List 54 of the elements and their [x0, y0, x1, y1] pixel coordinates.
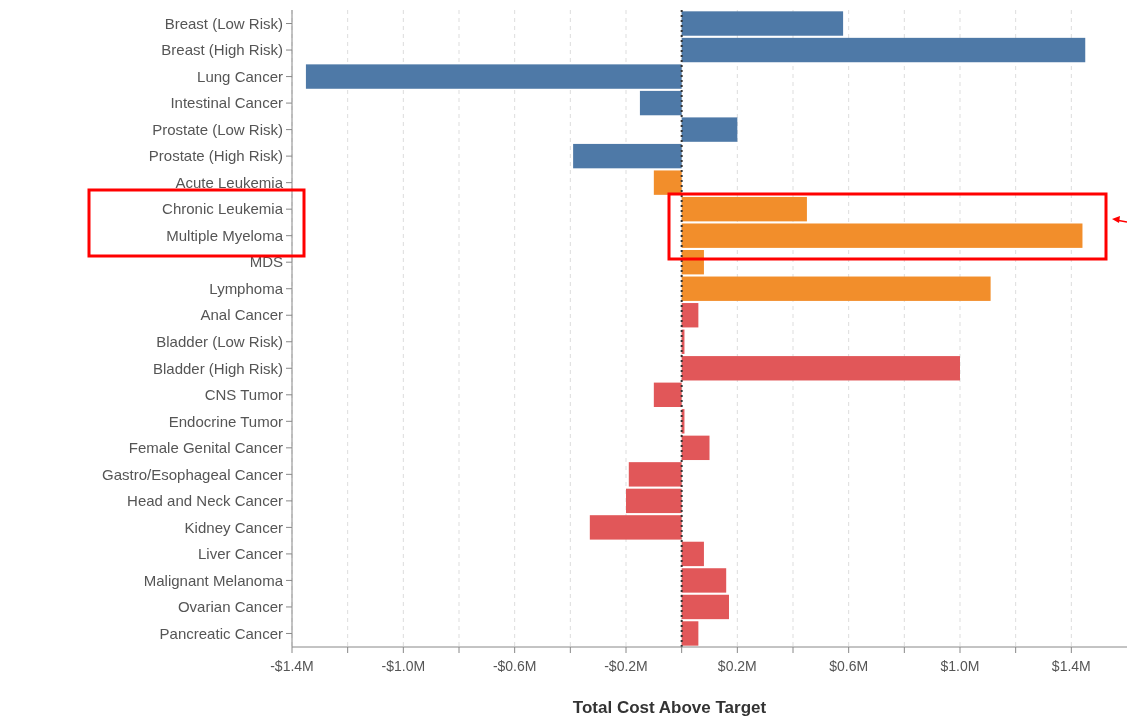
bar — [589, 515, 682, 540]
y-tick-label: Ovarian Cancer — [177, 598, 283, 616]
y-tick-label: MDS — [249, 253, 283, 271]
bar — [626, 488, 682, 514]
bar — [681, 117, 738, 142]
y-tick-label: Pancreatic Cancer — [159, 624, 283, 642]
bar — [305, 64, 682, 89]
y-tick-label: Breast (Low Risk) — [164, 14, 283, 32]
x-tick-label: $0.2M — [717, 658, 757, 674]
bar — [681, 356, 960, 381]
y-tick-label: Breast (High Risk) — [161, 41, 283, 59]
bar — [681, 196, 807, 222]
y-tick-label: Multiple Myeloma — [166, 226, 284, 244]
y-tick-label: Kidney Cancer — [184, 518, 283, 536]
y-tick-label: Intestinal Cancer — [170, 94, 283, 112]
x-tick-label: -$1.0M — [381, 658, 426, 674]
bar — [681, 621, 699, 646]
bar — [681, 594, 729, 620]
x-tick-label: $1.0M — [940, 658, 980, 674]
x-tick-label: $0.6M — [829, 658, 869, 674]
bar — [653, 170, 682, 195]
y-tick-label: Endocrine Tumor — [168, 412, 283, 430]
bar — [653, 382, 682, 407]
bar — [681, 37, 1086, 63]
bar — [628, 462, 682, 487]
bar — [639, 90, 682, 116]
y-tick-label: Liver Cancer — [197, 545, 283, 563]
y-tick-label: Chronic Leukemia — [162, 200, 284, 218]
y-tick-label: CNS Tumor — [204, 386, 283, 404]
x-tick-label: $1.4M — [1051, 658, 1091, 674]
bar — [681, 223, 1083, 248]
y-tick-label: Anal Cancer — [200, 306, 283, 324]
y-tick-label: Female Genital Cancer — [128, 439, 283, 457]
y-tick-label: Acute Leukemia — [175, 173, 284, 191]
bar — [681, 303, 699, 328]
bar — [681, 276, 991, 301]
x-axis-title: Total Cost Above Target — [572, 698, 767, 717]
bar — [681, 568, 727, 593]
bar — [573, 143, 682, 169]
y-tick-label: Lymphoma — [209, 279, 284, 297]
y-tick-label: Gastro/Esophageal Cancer — [102, 465, 283, 483]
x-tick-label: -$0.2M — [604, 658, 648, 674]
y-tick-label: Prostate (Low Risk) — [152, 120, 283, 138]
y-tick-label: Head and Neck Cancer — [127, 492, 283, 510]
y-tick-label: Lung Cancer — [197, 67, 283, 85]
bar — [681, 541, 704, 567]
y-tick-label: Malignant Melanoma — [143, 571, 284, 589]
y-tick-label: Bladder (High Risk) — [152, 359, 283, 377]
x-tick-label: -$1.4M — [270, 658, 314, 674]
bar — [681, 11, 844, 36]
x-tick-label: -$0.6M — [492, 658, 537, 674]
bar — [681, 435, 710, 461]
y-tick-label: Bladder (Low Risk) — [156, 333, 283, 351]
y-tick-label: Prostate (High Risk) — [148, 147, 283, 165]
